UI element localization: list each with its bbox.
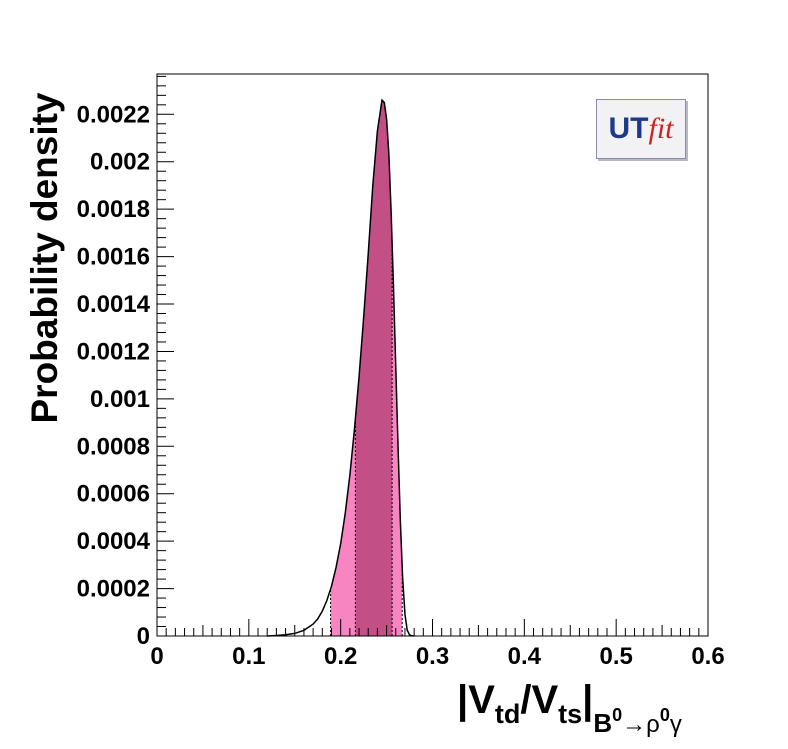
y-tick-label: 0.0002	[77, 576, 150, 603]
y-tick-label: 0.0022	[77, 101, 150, 128]
x-axis-tick-labels: 0 0.1 0.2 0.3 0.4 0.5 0.6	[150, 643, 724, 670]
y-tick-label: 0.0018	[77, 196, 150, 223]
x-tick-label: 0.1	[232, 643, 265, 670]
y-tick-label: 0.0008	[77, 433, 150, 460]
y-axis-ticks	[157, 75, 174, 637]
x-tick-label: 0.4	[508, 643, 542, 670]
y-tick-label: 0	[137, 623, 150, 650]
y-tick-label: 0.0016	[77, 244, 150, 271]
y-tick-label: 0.002	[90, 149, 150, 176]
probability-bands	[330, 100, 403, 637]
y-axis-tick-labels: 0 0.0002 0.0004 0.0006 0.0008 0.001 0.0012 0.00…	[77, 101, 151, 650]
x-tick-label: 0	[150, 643, 163, 670]
y-axis-title: Probability density	[24, 92, 65, 423]
logo-ut-text: UT	[608, 112, 649, 145]
band-2	[355, 100, 393, 637]
x-tick-label: 0.3	[416, 643, 449, 670]
utfit-logo: UT fit	[596, 99, 686, 159]
x-axis-ticks	[156, 619, 709, 636]
y-tick-label: 0.0012	[77, 338, 150, 365]
x-axis-title: |Vtd/Vts|B0→ρ0γ	[457, 678, 682, 738]
y-tick-label: 0.001	[90, 386, 150, 413]
y-tick-label: 0.0004	[77, 528, 151, 555]
band-edge-lines	[330, 243, 403, 636]
x-tick-label: 0.6	[691, 643, 724, 670]
y-tick-label: 0.0014	[77, 291, 151, 318]
x-tick-label: 0.5	[599, 643, 632, 670]
x-tick-label: 0.2	[324, 643, 357, 670]
y-tick-label: 0.0006	[77, 481, 150, 508]
distribution-curve	[267, 98, 415, 637]
logo-fit-text: fit	[648, 112, 674, 145]
